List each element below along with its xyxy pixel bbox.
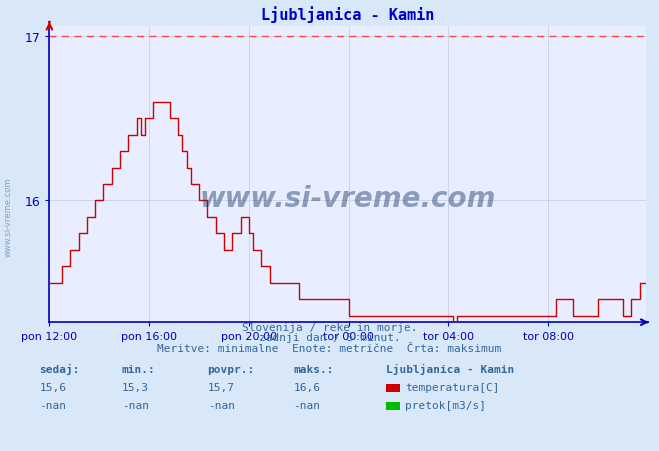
Text: povpr.:: povpr.: <box>208 364 255 374</box>
Title: Ljubljanica - Kamin: Ljubljanica - Kamin <box>261 6 434 23</box>
Text: -nan: -nan <box>208 400 235 410</box>
Text: -nan: -nan <box>40 400 67 410</box>
Text: pretok[m3/s]: pretok[m3/s] <box>405 400 486 410</box>
Text: www.si-vreme.com: www.si-vreme.com <box>4 177 13 256</box>
Text: temperatura[C]: temperatura[C] <box>405 382 500 392</box>
Text: min.:: min.: <box>122 364 156 374</box>
Text: www.si-vreme.com: www.si-vreme.com <box>200 184 496 212</box>
Text: 15,3: 15,3 <box>122 382 149 392</box>
Text: 15,7: 15,7 <box>208 382 235 392</box>
Text: 15,6: 15,6 <box>40 382 67 392</box>
Text: zadnji dan / 5 minut.: zadnji dan / 5 minut. <box>258 332 401 342</box>
Text: Ljubljanica - Kamin: Ljubljanica - Kamin <box>386 363 514 374</box>
Text: 16,6: 16,6 <box>293 382 320 392</box>
Text: Slovenija / reke in morje.: Slovenija / reke in morje. <box>242 322 417 332</box>
Text: -nan: -nan <box>122 400 149 410</box>
Text: Meritve: minimalne  Enote: metrične  Črta: maksimum: Meritve: minimalne Enote: metrične Črta:… <box>158 343 501 353</box>
Text: sedaj:: sedaj: <box>40 363 80 374</box>
Text: -nan: -nan <box>293 400 320 410</box>
Text: maks.:: maks.: <box>293 364 333 374</box>
